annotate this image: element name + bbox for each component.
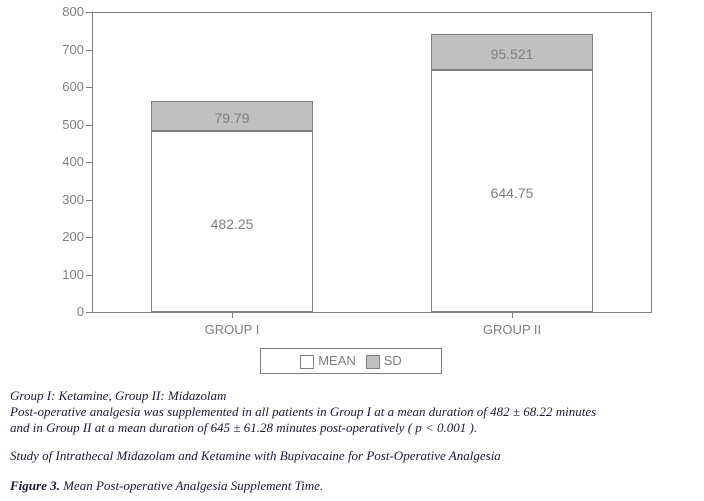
legend-swatch-mean [300, 355, 314, 369]
y-tick-label: 600 [42, 79, 84, 94]
y-tick-mark [86, 125, 92, 126]
y-tick-label: 300 [42, 192, 84, 207]
bar-label-0-sd: 79.79 [152, 110, 312, 126]
y-tick-mark [86, 275, 92, 276]
bar-1-mean: 644.75 [431, 70, 593, 312]
figure-label: Figure 3. [10, 478, 60, 493]
y-tick-label: 700 [42, 42, 84, 57]
y-tick-label: 0 [42, 304, 84, 319]
figure-title: Mean Post-operative Analgesia Supplement… [60, 478, 323, 493]
y-axis [92, 12, 93, 312]
y-tick-label: 400 [42, 154, 84, 169]
bar-0-mean: 482.25 [151, 131, 313, 312]
caption-groups: Group I: Ketamine, Group II: Midazolam [10, 388, 226, 404]
x-tick-mark [512, 312, 513, 318]
y-tick-mark [86, 50, 92, 51]
legend: MEAN SD [260, 348, 442, 374]
bar-label-1-mean: 644.75 [432, 185, 592, 201]
y-tick-mark [86, 200, 92, 201]
legend-label-mean: MEAN [318, 353, 356, 368]
legend-item-mean: MEAN [300, 353, 356, 369]
caption-desc-line1: Post-operative analgesia was supplemente… [10, 404, 596, 420]
y-tick-label: 100 [42, 267, 84, 282]
y-tick-mark [86, 312, 92, 313]
y-tick-mark [86, 237, 92, 238]
y-tick-mark [86, 12, 92, 13]
y-tick-label: 800 [42, 4, 84, 19]
caption-desc-line2: and in Group II at a mean duration of 64… [10, 420, 477, 436]
x-category-label: GROUP II [452, 322, 572, 337]
legend-swatch-sd [366, 355, 380, 369]
y-tick-mark [86, 87, 92, 88]
figure-caption: Figure 3. Mean Post-operative Analgesia … [10, 478, 323, 494]
x-category-label: GROUP I [172, 322, 292, 337]
bar-label-0-mean: 482.25 [152, 216, 312, 232]
y-tick-mark [86, 162, 92, 163]
legend-label-sd: SD [384, 353, 402, 368]
x-tick-mark [232, 312, 233, 318]
y-tick-label: 500 [42, 117, 84, 132]
legend-item-sd: SD [366, 353, 402, 369]
bar-label-1-sd: 95.521 [432, 46, 592, 62]
caption-study: Study of Intrathecal Midazolam and Ketam… [10, 448, 501, 464]
x-axis [92, 312, 652, 313]
y-tick-label: 200 [42, 229, 84, 244]
plot-border-right [651, 12, 652, 312]
bar-0-sd: 79.79 [151, 101, 313, 131]
plot-border-top [92, 12, 652, 13]
bar-1-sd: 95.521 [431, 34, 593, 70]
